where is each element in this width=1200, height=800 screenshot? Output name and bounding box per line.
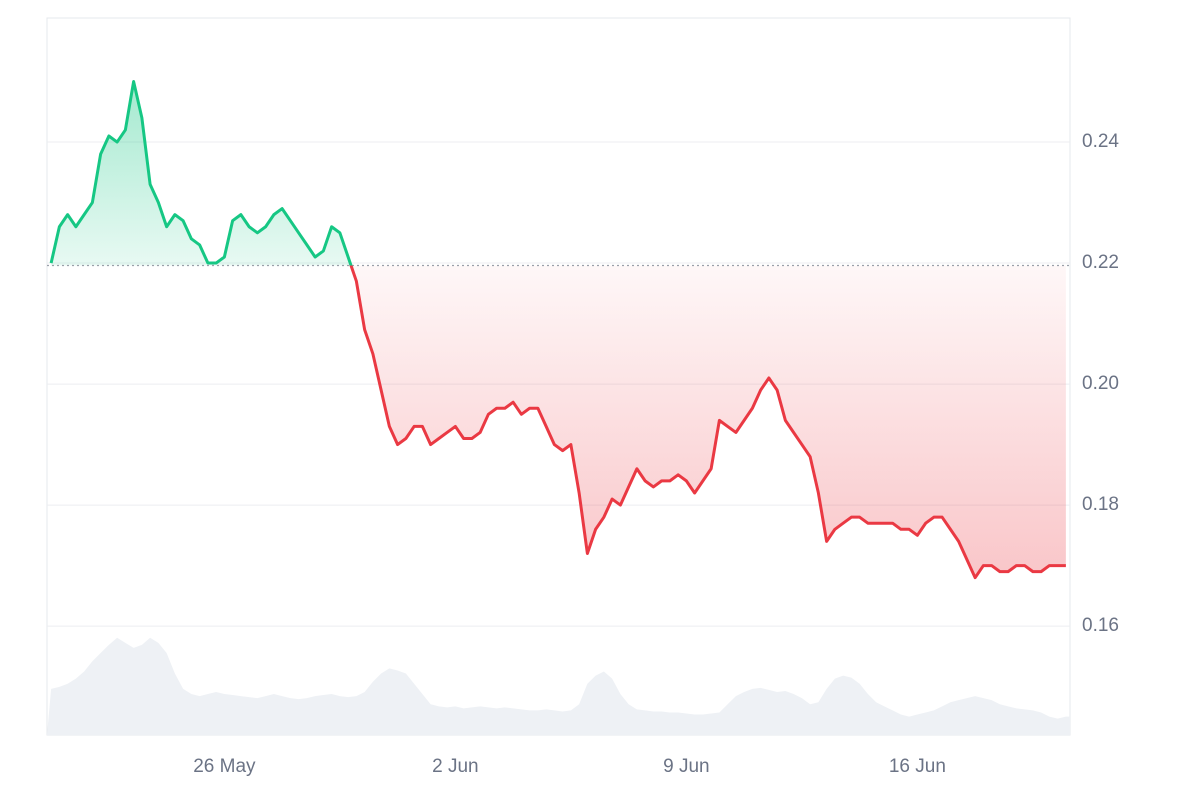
y-tick-label: 0.18: [1082, 494, 1119, 515]
y-tick-label: 0.16: [1082, 615, 1119, 636]
volume-area: [47, 637, 1070, 735]
x-tick-label: 16 Jun: [889, 756, 946, 777]
price-area: [51, 81, 1066, 578]
x-tick-label: 26 May: [193, 756, 256, 777]
x-tick-label: 2 Jun: [432, 756, 478, 777]
y-tick-label: 0.24: [1082, 131, 1119, 152]
y-tick-label: 0.20: [1082, 373, 1119, 394]
y-tick-label: 0.22: [1082, 252, 1119, 273]
x-tick-label: 9 Jun: [663, 756, 709, 777]
price-line: [49, 80, 1066, 580]
